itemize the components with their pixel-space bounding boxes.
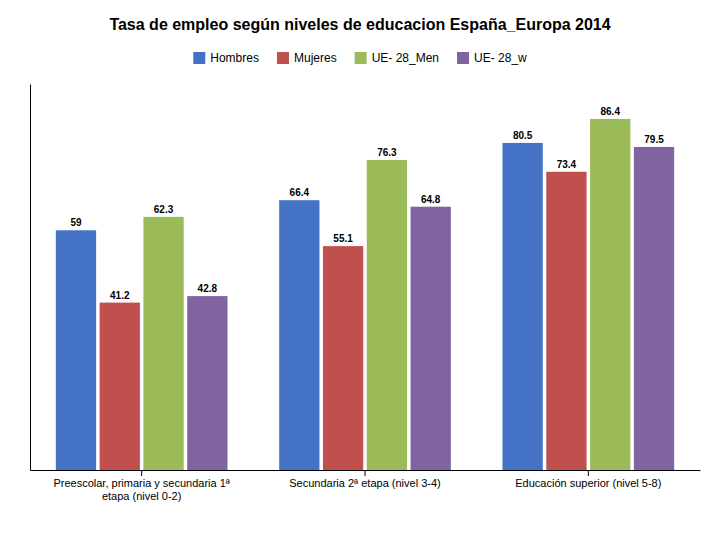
legend-item: Hombres [193, 51, 259, 65]
legend-item: Mujeres [277, 51, 337, 65]
data-labels: 59 66.4 80.5 41.2 55.1 73.4 62.3 76.3 86.4 42.8 64… [70, 106, 664, 301]
x-tick: Educación superior (nivel 5-8) [515, 470, 661, 489]
bar [367, 160, 407, 470]
bar-series [100, 172, 587, 470]
x-tick-label: Preescolar, primaria y secundaria 1ªetap… [53, 477, 230, 502]
bar-series [143, 119, 630, 470]
legend-swatch [193, 52, 205, 64]
data-label: 41.2 [110, 290, 130, 301]
bar [503, 143, 543, 470]
data-label: 64.8 [421, 194, 441, 205]
legend-label: UE- 28_w [474, 51, 527, 65]
y-axis-line [30, 85, 31, 471]
bar [411, 207, 451, 470]
x-tick: Preescolar, primaria y secundaria 1ªetap… [53, 470, 230, 502]
data-label: 59 [70, 217, 82, 228]
data-label: 80.5 [513, 130, 533, 141]
bar [546, 172, 586, 470]
bar-series [187, 147, 674, 470]
x-tick-mark [141, 470, 142, 476]
bar [279, 200, 319, 470]
bar [323, 246, 363, 470]
data-label: 86.4 [600, 106, 620, 117]
legend-swatch [355, 52, 367, 64]
x-tick-mark [365, 470, 366, 476]
x-tick: Secundaria 2ª etapa (nivel 3-4) [289, 470, 440, 489]
data-label: 79.5 [644, 134, 664, 145]
bar [187, 296, 227, 470]
x-tick-label: Educación superior (nivel 5-8) [515, 477, 661, 489]
data-label: 62.3 [154, 204, 174, 215]
x-tick-label: Secundaria 2ª etapa (nivel 3-4) [289, 477, 440, 489]
legend-label: Mujeres [294, 51, 337, 65]
x-tick-mark [588, 470, 589, 476]
data-label: 66.4 [290, 187, 310, 198]
legend-label: Hombres [210, 51, 259, 65]
bars [56, 119, 674, 470]
chart: Tasa de empleo según niveles de educacio… [0, 0, 720, 540]
plot: 59 66.4 80.5 41.2 55.1 73.4 62.3 76.3 86.4 42.8 64… [31, 85, 701, 503]
bar [100, 303, 140, 470]
legend-item: UE- 28_w [457, 51, 527, 65]
data-label: 55.1 [333, 233, 353, 244]
bar-series [56, 143, 543, 470]
legend-swatch [277, 52, 289, 64]
bar [143, 217, 183, 470]
data-label: 73.4 [557, 159, 577, 170]
legend-label: UE- 28_Men [372, 51, 439, 65]
bar [56, 230, 96, 470]
legend-item: UE- 28_Men [355, 51, 439, 65]
legend-swatch [457, 52, 469, 64]
data-label: 42.8 [198, 283, 218, 294]
y-axis [30, 85, 31, 471]
x-axis: Preescolar, primaria y secundaria 1ªetap… [31, 470, 701, 502]
bar [590, 119, 630, 470]
data-label: 76.3 [377, 147, 397, 158]
bar [634, 147, 674, 470]
legend: Hombres Mujeres UE- 28_Men UE- 28_w [193, 51, 527, 65]
title: Tasa de empleo según niveles de educacio… [109, 16, 610, 33]
